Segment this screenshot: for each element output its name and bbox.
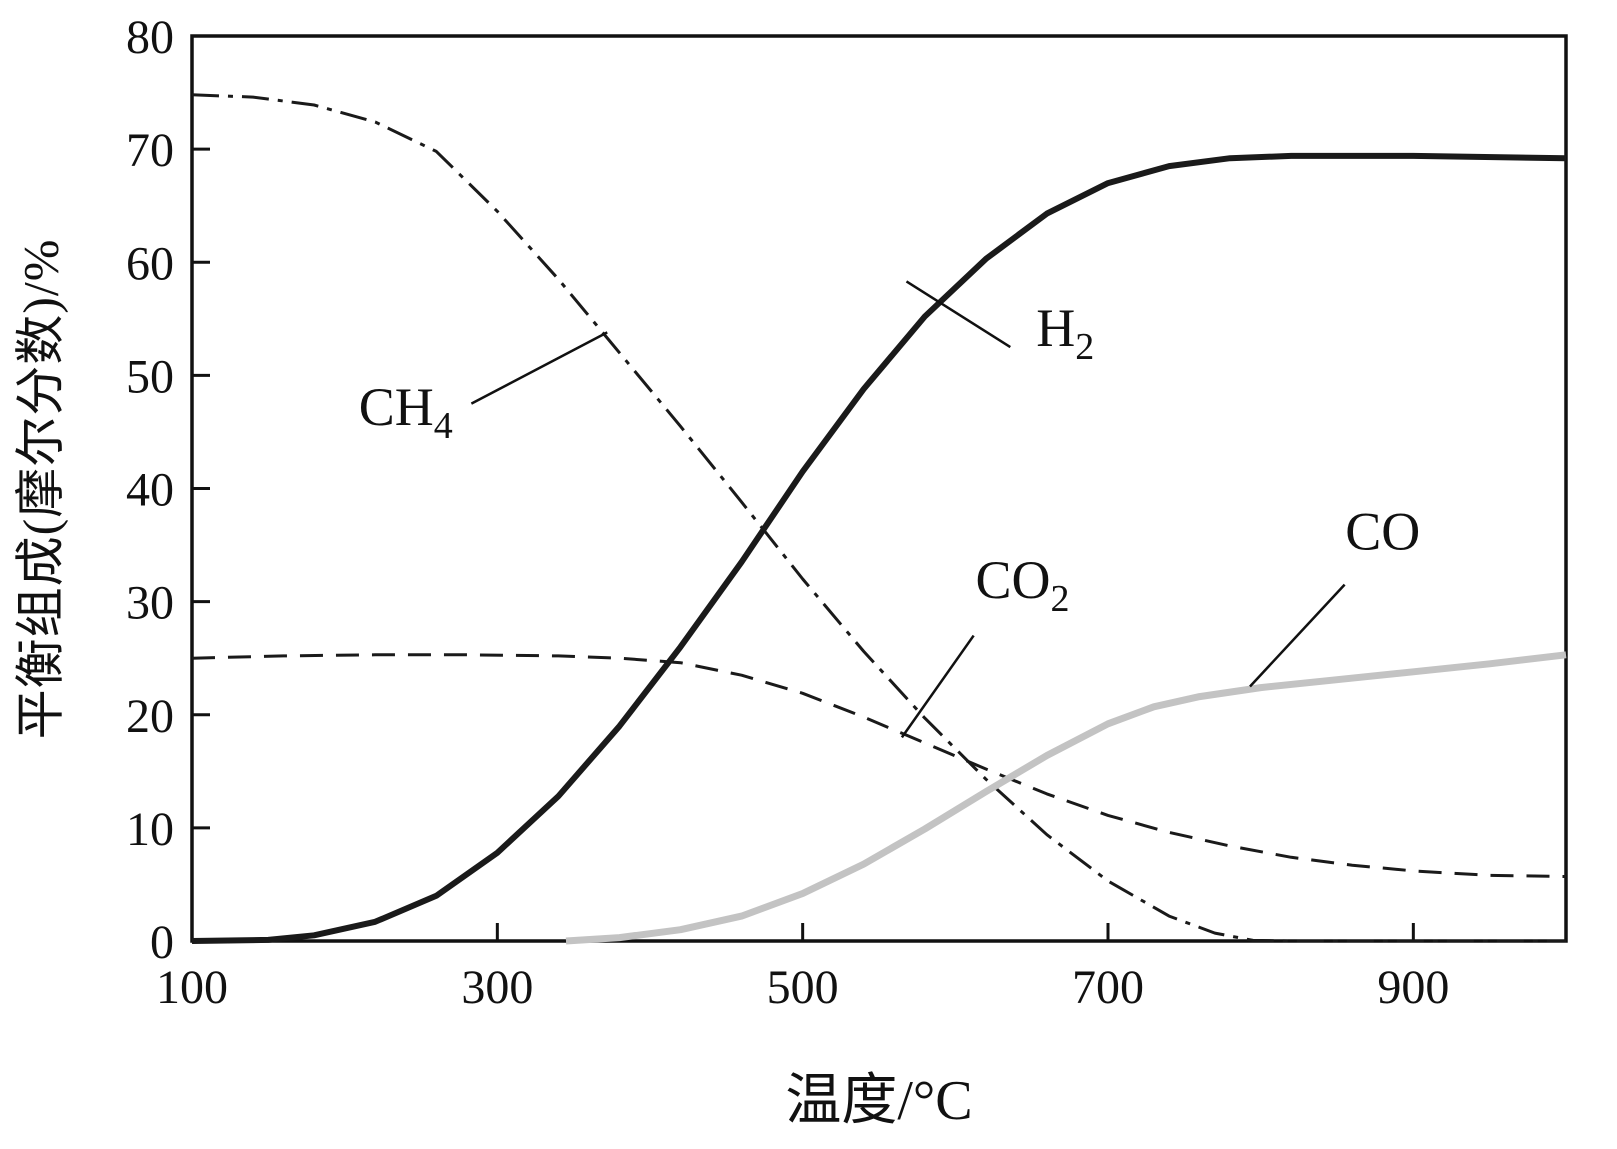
x-tick-label: 700 — [1072, 961, 1144, 1014]
y-tick-label: 60 — [126, 237, 174, 290]
y-tick-label: 50 — [126, 350, 174, 403]
x-tick-label: 900 — [1377, 961, 1449, 1014]
x-tick-label: 300 — [461, 961, 533, 1014]
x-tick-label: 100 — [156, 961, 228, 1014]
annotation-label-CO2: CO2 — [975, 550, 1069, 620]
x-tick-label: 500 — [767, 961, 839, 1014]
annotation-leader-H2 — [905, 280, 1011, 349]
series-CO2-curve — [191, 653, 1567, 878]
y-tick-label: 0 — [150, 916, 174, 969]
y-tick-label: 40 — [126, 464, 174, 517]
annotation-leader-CO — [1249, 583, 1346, 688]
annotation-label-CO: CO — [1345, 502, 1420, 562]
series-H2-curve — [191, 152, 1567, 944]
y-tick-label: 30 — [126, 577, 174, 630]
annotation-leader-CH4 — [470, 331, 608, 405]
y-tick-label: 20 — [126, 690, 174, 743]
y-tick-label: 80 — [126, 11, 174, 64]
annotation-label-H2: H2 — [1036, 298, 1094, 368]
annotation-leader-CO2 — [900, 634, 975, 739]
plot-frame — [190, 34, 1568, 943]
series-CH4-curve — [191, 93, 1566, 943]
y-tick-label: 10 — [126, 803, 174, 856]
annotation-label-CH4: CH4 — [359, 377, 453, 447]
series-CO-curve — [565, 651, 1567, 945]
y-tick-label: 70 — [126, 124, 174, 177]
